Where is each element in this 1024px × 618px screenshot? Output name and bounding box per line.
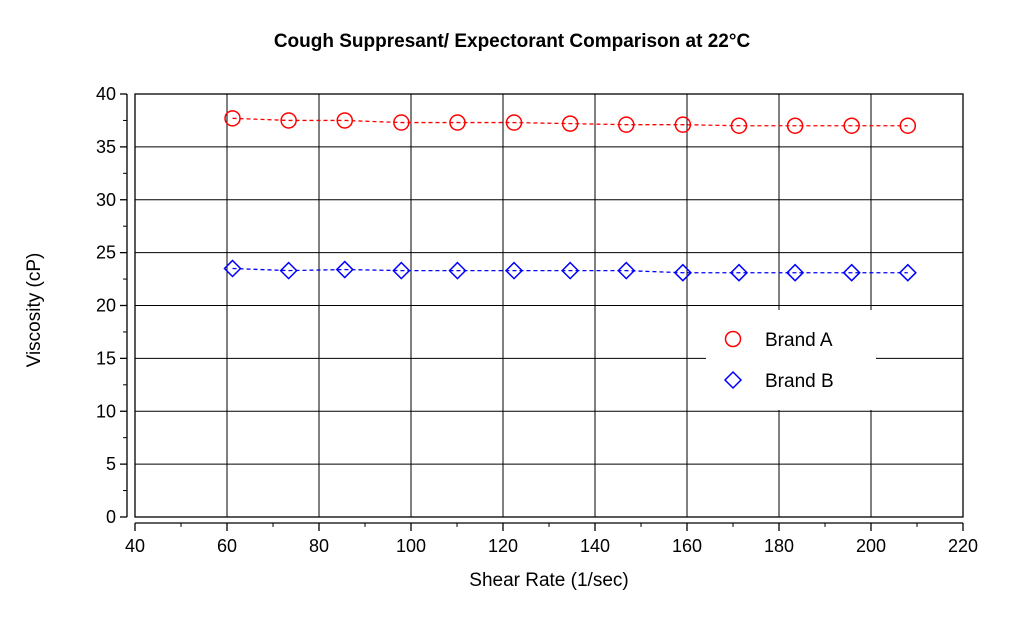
legend-box — [706, 310, 876, 410]
y-tick-label: 5 — [106, 454, 116, 474]
brand-a-point — [899, 117, 917, 134]
legend-brand-b-marker — [723, 370, 743, 390]
x-tick-label: 40 — [125, 536, 145, 556]
x-tick-label: 220 — [948, 536, 978, 556]
x-tick-label: 80 — [309, 536, 329, 556]
brand-b-point — [786, 263, 805, 282]
x-axis-label: Shear Rate (1/sec) — [469, 570, 629, 591]
brand-b-point — [561, 261, 580, 280]
brand-b-point — [842, 263, 861, 282]
y-tick-label: 25 — [96, 243, 116, 263]
x-tick-label: 120 — [488, 536, 518, 556]
y-tick-label: 0 — [106, 507, 116, 527]
y-tick-label: 40 — [96, 84, 116, 104]
y-tick-label: 15 — [96, 348, 116, 368]
brand-a-point — [730, 117, 748, 134]
y-tick-label: 20 — [96, 296, 116, 316]
brand-b-dashed-line — [232, 267, 908, 274]
brand-a-point — [336, 112, 354, 129]
y-tick-label: 35 — [96, 137, 116, 157]
x-tick-label: 160 — [672, 536, 702, 556]
legend-brand-a-marker — [724, 330, 742, 348]
brand-b-point — [335, 260, 354, 279]
x-tick-label: 60 — [217, 536, 237, 556]
brand-a-dashed-line — [232, 117, 908, 127]
brand-a-point — [618, 116, 635, 133]
brand-a-point — [786, 117, 804, 134]
plot-frame — [134, 93, 964, 518]
chart-title: Cough Suppresant/ Expectorant Comparison… — [273, 31, 751, 52]
brand-b-point — [223, 259, 242, 278]
legend-brand-b-label: Brand B — [765, 371, 834, 392]
brand-b-point — [898, 263, 917, 282]
x-tick-label: 140 — [580, 536, 610, 556]
x-tick-label: 180 — [764, 536, 794, 556]
brand-a-point — [449, 114, 466, 131]
brand-a-point — [393, 114, 410, 131]
legend-brand-a-label: Brand A — [765, 330, 833, 351]
y-tick-label: 10 — [96, 401, 116, 421]
x-tick-label: 100 — [396, 536, 426, 556]
brand-a-point — [505, 114, 523, 131]
brand-b-point — [617, 261, 636, 280]
brand-b-point — [392, 261, 411, 280]
brand-a-point — [674, 116, 692, 133]
brand-b-point — [673, 263, 692, 282]
brand-b-point — [729, 263, 749, 282]
brand-a-point — [224, 110, 241, 127]
x-tick-label: 200 — [856, 536, 886, 556]
y-tick-label: 30 — [96, 190, 116, 210]
brand-a-point — [843, 117, 860, 134]
brand-a-point — [280, 112, 297, 129]
brand-a-point — [561, 115, 579, 132]
brand-b-point — [504, 261, 524, 280]
brand-b-point — [448, 261, 467, 280]
brand-b-point — [279, 261, 298, 280]
